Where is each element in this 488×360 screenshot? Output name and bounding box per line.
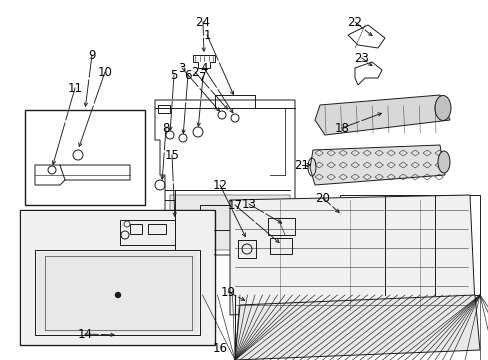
- Text: 11: 11: [67, 81, 82, 95]
- Polygon shape: [314, 95, 449, 135]
- Text: 8: 8: [162, 122, 169, 135]
- Bar: [130, 224, 142, 234]
- Text: 18: 18: [334, 122, 349, 135]
- Ellipse shape: [437, 151, 449, 173]
- Polygon shape: [235, 295, 479, 360]
- Bar: [158, 105, 170, 113]
- Ellipse shape: [434, 95, 450, 121]
- Text: 23: 23: [354, 51, 368, 64]
- Text: 24: 24: [195, 15, 210, 28]
- Bar: [21, 211, 214, 344]
- Text: 13: 13: [241, 198, 256, 211]
- Bar: [238, 240, 256, 258]
- Text: 1: 1: [203, 28, 210, 41]
- Bar: [269, 238, 291, 254]
- Text: 3: 3: [178, 62, 185, 75]
- Polygon shape: [229, 195, 474, 315]
- Text: 20: 20: [315, 192, 330, 204]
- Bar: [339, 195, 479, 295]
- Text: 7: 7: [199, 71, 206, 84]
- Text: 12: 12: [212, 179, 227, 192]
- Text: 19: 19: [220, 285, 235, 298]
- Text: 15: 15: [164, 149, 179, 162]
- Circle shape: [115, 292, 120, 297]
- Bar: [25, 110, 145, 205]
- Text: 10: 10: [98, 66, 112, 78]
- Polygon shape: [309, 145, 444, 185]
- Bar: [37, 252, 198, 333]
- Text: 9: 9: [88, 49, 96, 62]
- Bar: [148, 224, 165, 234]
- Bar: [120, 220, 175, 245]
- Text: 6: 6: [184, 68, 191, 81]
- Text: 5: 5: [170, 68, 177, 81]
- Text: 21: 21: [294, 158, 309, 171]
- Text: 17: 17: [227, 198, 242, 212]
- Bar: [200, 205, 240, 230]
- Bar: [20, 210, 215, 345]
- Bar: [170, 195, 289, 250]
- Text: 2: 2: [191, 66, 198, 78]
- Text: 16: 16: [212, 342, 227, 355]
- Text: 4: 4: [200, 62, 207, 75]
- Text: 14: 14: [77, 328, 92, 341]
- Text: 22: 22: [347, 15, 362, 28]
